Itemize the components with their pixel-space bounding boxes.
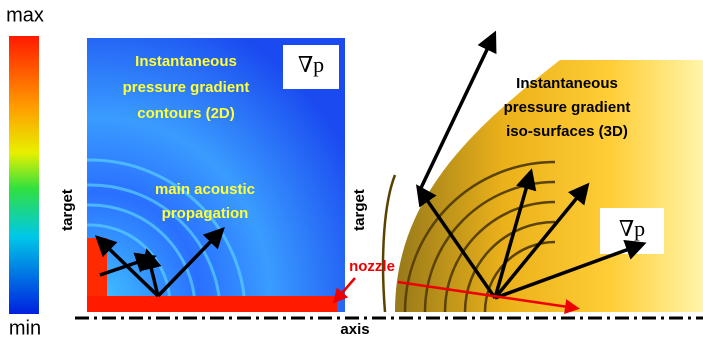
nozzle-label: nozzle [349,258,395,275]
panel-title: pressure gradient [123,79,250,96]
panel-title: pressure gradient [504,99,631,116]
axis-label: axis [340,321,369,338]
symbol: ∇p [298,52,324,77]
panel-title: contours (2D) [137,105,235,122]
jet-region [87,296,337,312]
right-panel: ∇p Instantaneous pressure gradient iso-s… [372,37,703,312]
figure: max min ∇p Instantaneous pressure gradie… [0,0,703,341]
annotation: propagation [162,205,249,222]
panel-title: Instantaneous [135,53,237,70]
y-axis-label: target [351,189,368,231]
left-panel: ∇p Instantaneous pressure gradient conto… [87,38,345,312]
y-axis-label: target [59,189,76,231]
colorbar-min: min [9,317,41,339]
colorbar [9,36,39,314]
symbol: ∇p [619,216,645,241]
annotation: main acoustic [155,181,255,198]
panel-title: iso-surfaces (3D) [506,123,628,140]
colorbar-max: max [6,4,44,26]
panel-title: Instantaneous [516,75,618,92]
